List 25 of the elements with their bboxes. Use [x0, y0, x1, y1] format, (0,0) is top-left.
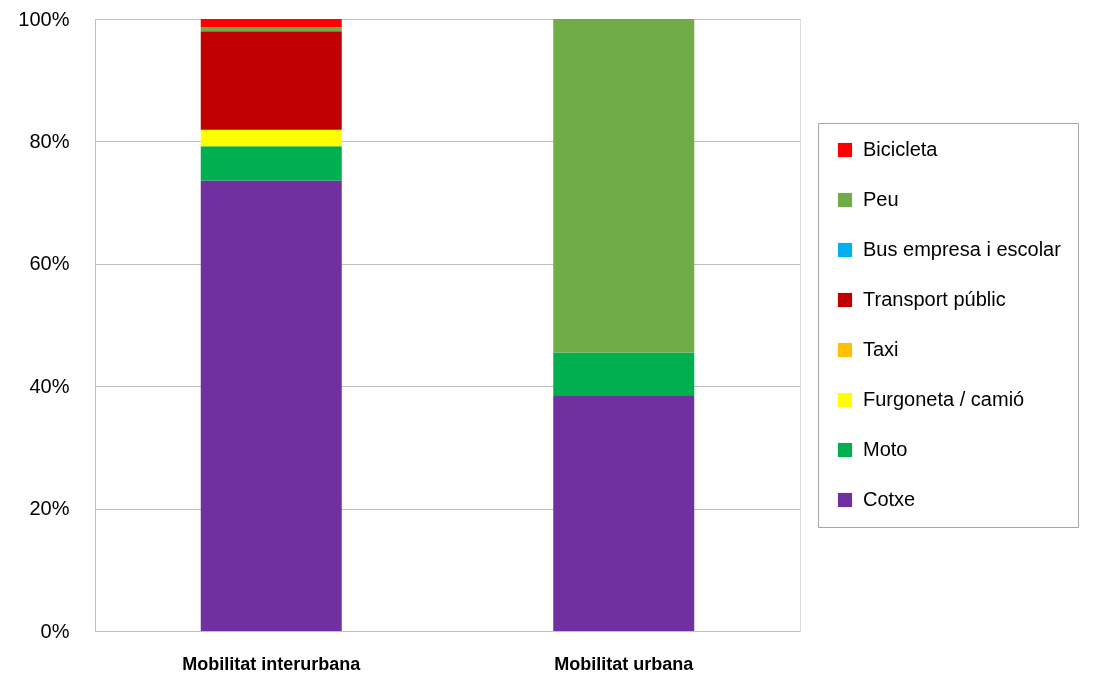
- bar: [553, 395, 695, 631]
- legend-label: Furgoneta / camió: [863, 388, 1025, 410]
- y-tick-label: 0%: [40, 619, 70, 642]
- legend-label: Moto: [863, 438, 908, 460]
- legend-label: Transport públic: [863, 288, 1006, 310]
- bar: [553, 19, 695, 353]
- legend-label: Bicicleta: [863, 138, 939, 160]
- bar: [200, 31, 342, 130]
- bar: [200, 146, 342, 181]
- legend-label: Bus empresa i escolar: [863, 238, 1062, 260]
- x-tick-label: Mobilitat urbana: [554, 653, 695, 674]
- y-tick-label: 100%: [18, 7, 70, 30]
- bar: [553, 352, 695, 396]
- legend-label: Peu: [863, 188, 899, 210]
- y-tick-label: 80%: [29, 129, 70, 152]
- legend-label: Taxi: [863, 338, 899, 360]
- bar: [200, 129, 342, 147]
- bar: [200, 19, 342, 27]
- y-tick-label: 20%: [29, 497, 70, 520]
- y-tick-label: 60%: [29, 252, 70, 275]
- bar: [200, 180, 342, 631]
- y-tick-label: 40%: [29, 374, 70, 397]
- legend-label: Cotxe: [863, 488, 916, 510]
- bar: [200, 26, 342, 32]
- x-tick-label: Mobilitat interurbana: [182, 653, 362, 674]
